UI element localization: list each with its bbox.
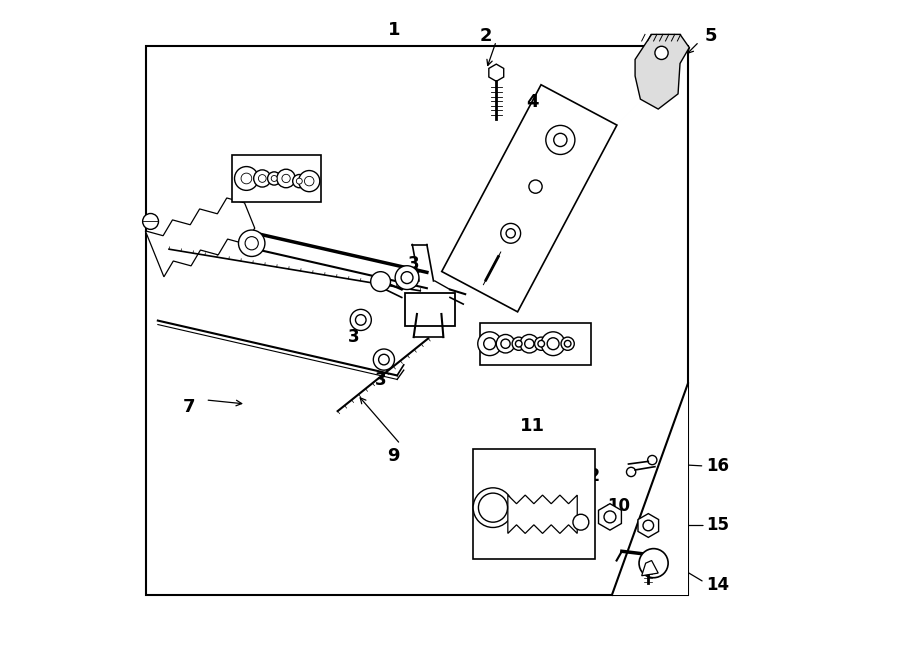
Circle shape: [473, 488, 513, 527]
Circle shape: [500, 223, 520, 243]
Circle shape: [374, 349, 394, 370]
Text: 9: 9: [388, 447, 400, 465]
Circle shape: [573, 514, 589, 530]
Polygon shape: [489, 64, 504, 81]
Circle shape: [304, 176, 314, 186]
Circle shape: [538, 340, 544, 347]
Circle shape: [395, 266, 419, 290]
Circle shape: [655, 46, 668, 59]
Circle shape: [525, 339, 534, 348]
Polygon shape: [612, 383, 688, 595]
Polygon shape: [508, 495, 577, 533]
Circle shape: [271, 175, 277, 181]
Circle shape: [356, 315, 366, 325]
Text: 1: 1: [388, 20, 400, 39]
Circle shape: [277, 169, 295, 188]
Circle shape: [554, 134, 567, 147]
Circle shape: [483, 338, 496, 350]
Circle shape: [496, 334, 515, 353]
Circle shape: [350, 309, 372, 330]
Polygon shape: [638, 514, 659, 537]
Circle shape: [282, 175, 290, 182]
Circle shape: [501, 339, 510, 348]
Circle shape: [241, 173, 252, 184]
Circle shape: [299, 171, 320, 192]
Circle shape: [545, 126, 575, 155]
Bar: [146, 46, 688, 595]
Polygon shape: [598, 504, 621, 530]
Text: 12: 12: [577, 467, 600, 485]
Circle shape: [258, 175, 266, 182]
Circle shape: [254, 170, 271, 187]
Circle shape: [506, 229, 516, 238]
Circle shape: [564, 340, 571, 347]
Circle shape: [529, 180, 542, 193]
Text: 10: 10: [608, 496, 630, 515]
Circle shape: [520, 334, 538, 353]
Circle shape: [371, 272, 391, 292]
Text: 16: 16: [706, 457, 729, 475]
Circle shape: [561, 337, 574, 350]
Text: 3: 3: [348, 328, 360, 346]
Circle shape: [235, 167, 258, 190]
Circle shape: [238, 230, 265, 256]
Polygon shape: [442, 85, 616, 312]
Polygon shape: [145, 198, 255, 277]
Bar: [480, 323, 590, 365]
Circle shape: [516, 340, 522, 347]
Text: 8: 8: [258, 159, 271, 178]
Polygon shape: [635, 34, 689, 109]
Text: 2: 2: [480, 27, 492, 46]
Text: 7: 7: [183, 397, 195, 416]
Text: 6: 6: [556, 344, 569, 363]
Circle shape: [401, 272, 413, 284]
Circle shape: [245, 237, 258, 250]
Circle shape: [478, 332, 501, 356]
Text: 11: 11: [520, 417, 545, 436]
Polygon shape: [405, 293, 455, 326]
Circle shape: [604, 511, 616, 523]
Text: 3: 3: [374, 371, 386, 389]
Circle shape: [267, 172, 281, 185]
Circle shape: [639, 549, 668, 578]
Circle shape: [479, 493, 508, 522]
Circle shape: [296, 178, 302, 184]
Text: 13: 13: [491, 533, 515, 551]
Circle shape: [512, 337, 526, 350]
Text: 5: 5: [705, 27, 717, 46]
Text: 14: 14: [706, 576, 729, 594]
Circle shape: [535, 337, 548, 350]
Circle shape: [547, 338, 559, 350]
Bar: [473, 449, 596, 559]
Text: 4: 4: [526, 93, 539, 112]
Circle shape: [292, 175, 306, 188]
Circle shape: [142, 214, 158, 229]
Circle shape: [541, 332, 565, 356]
Text: 3: 3: [408, 255, 419, 274]
Text: 15: 15: [706, 516, 729, 535]
Polygon shape: [642, 561, 658, 576]
Circle shape: [379, 354, 389, 365]
Circle shape: [643, 520, 653, 531]
Bar: [232, 155, 321, 202]
